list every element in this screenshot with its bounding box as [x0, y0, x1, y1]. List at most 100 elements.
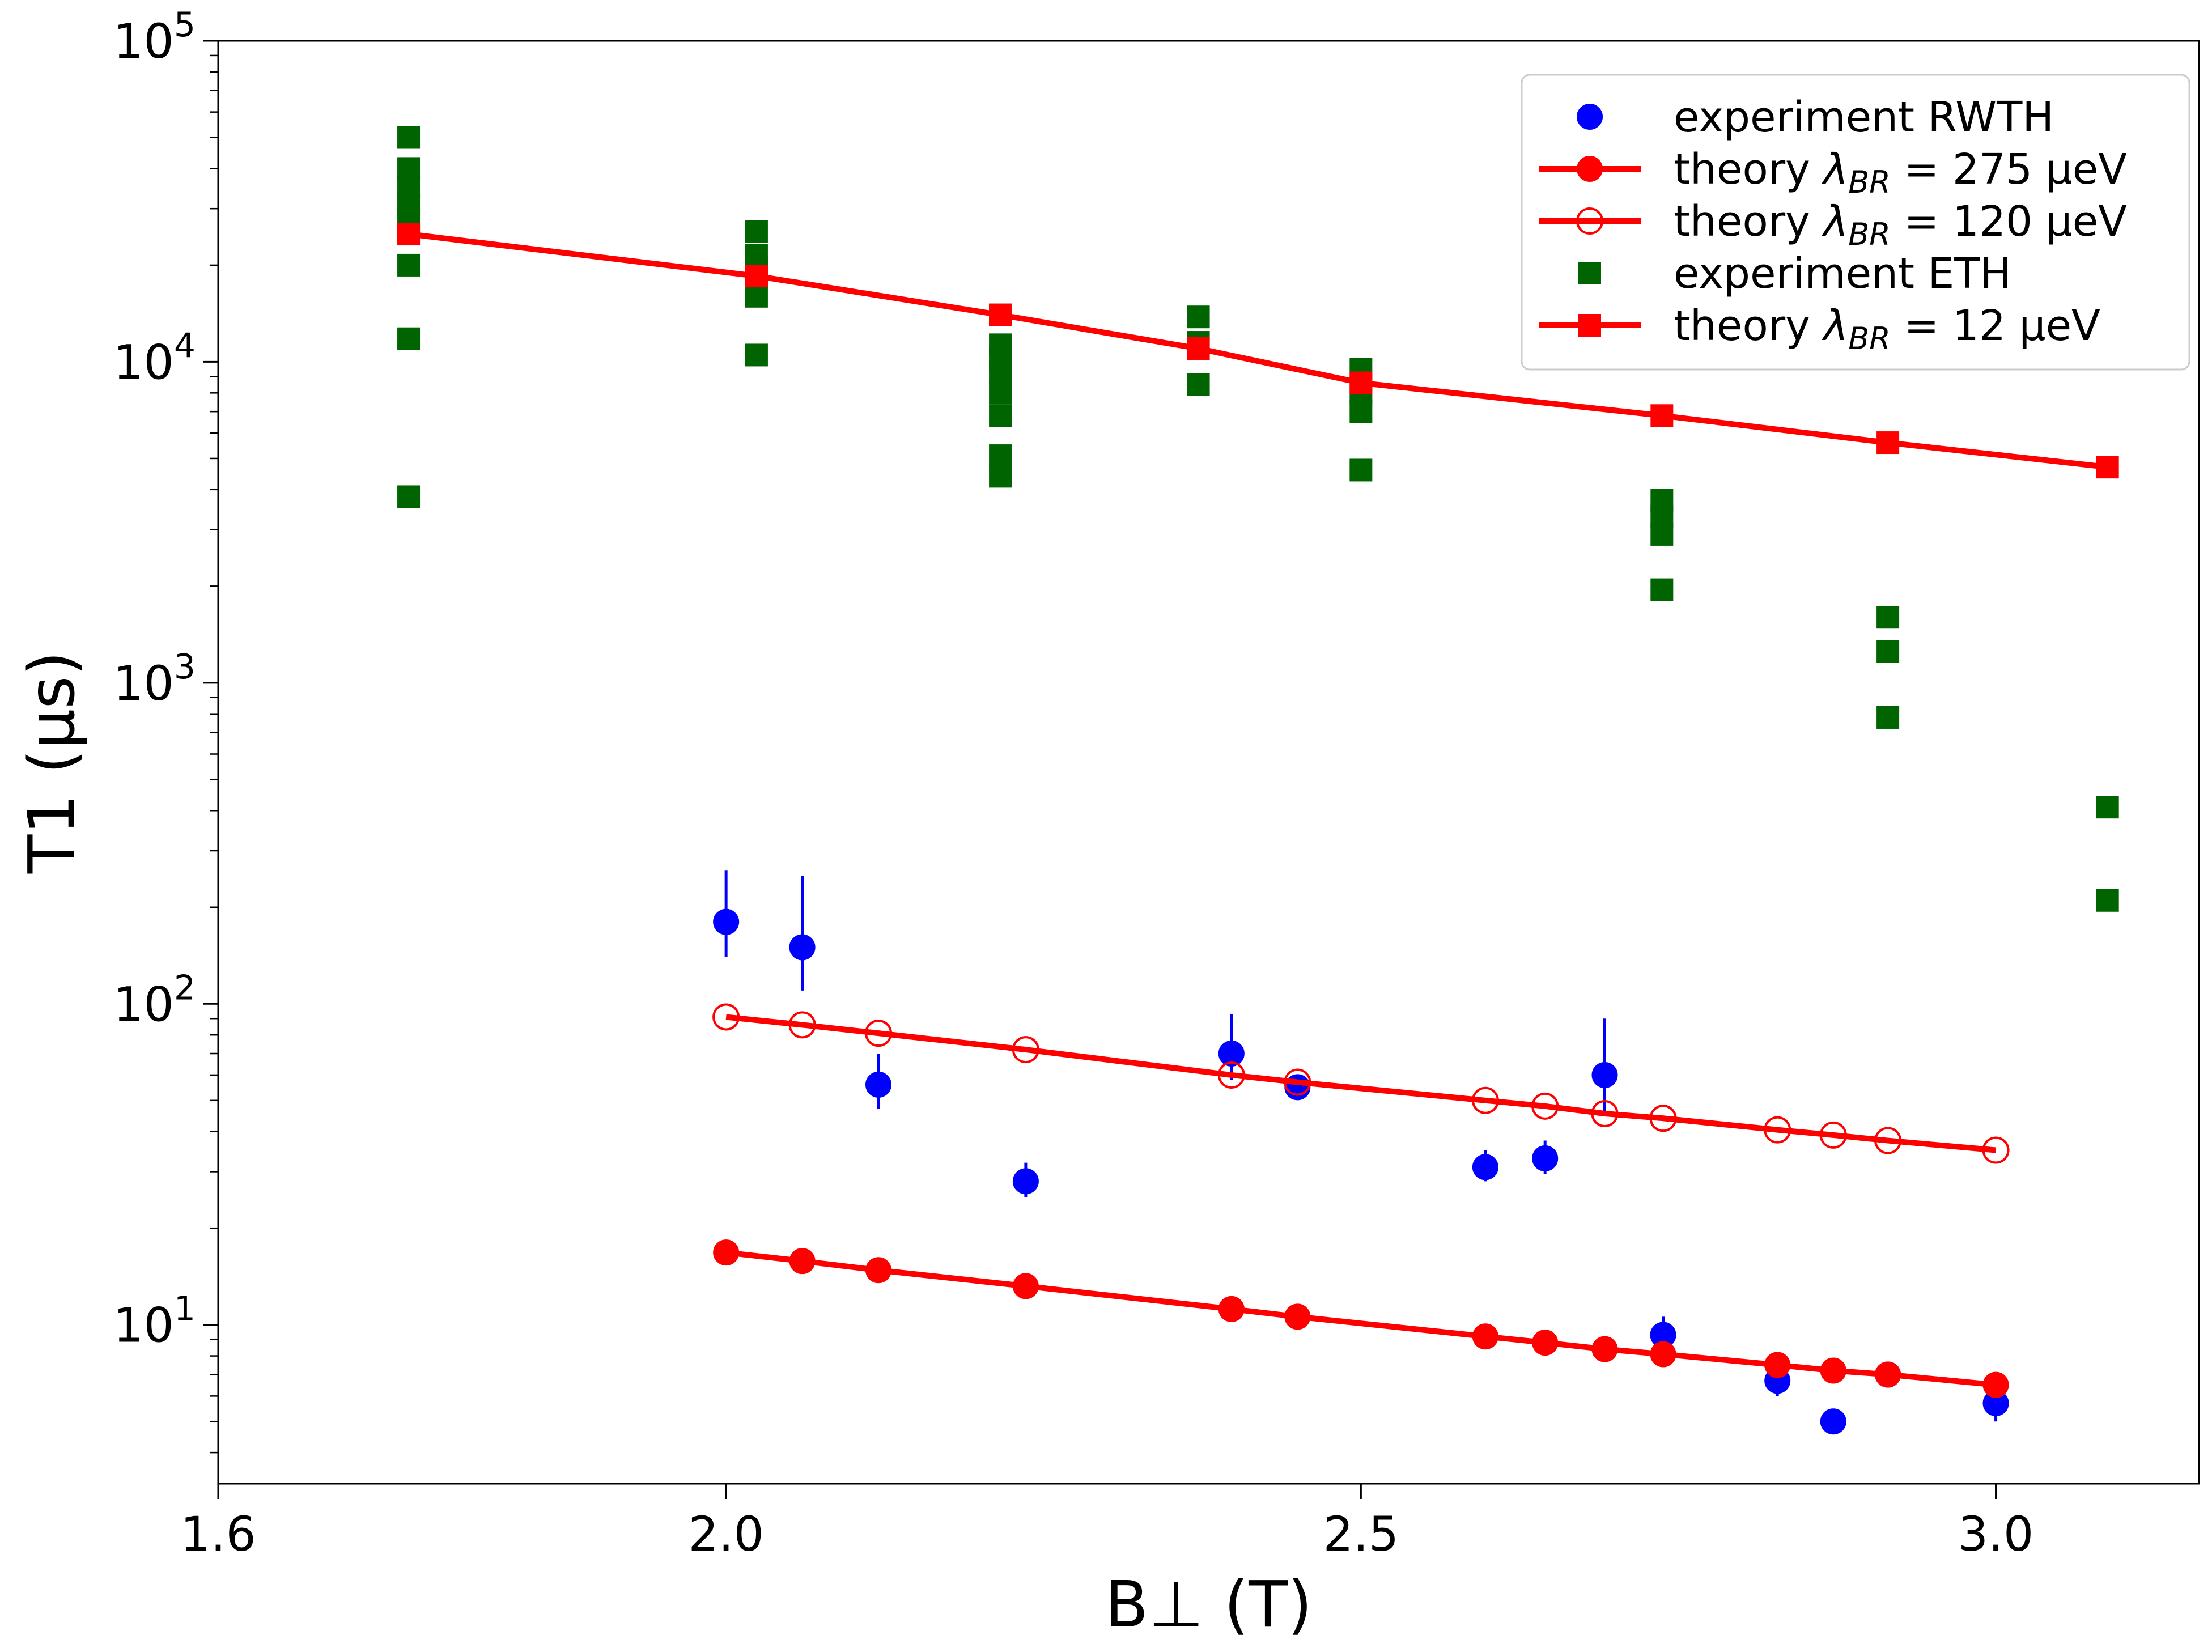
legend-marker [1577, 104, 1603, 130]
data-point [1764, 1352, 1791, 1378]
data-point [1531, 1092, 1559, 1120]
y-tick-label: 105 [113, 5, 196, 69]
legend-marker [1578, 314, 1601, 337]
tick-labels: 101 102 103 104 105 1.6 2.0 2.5 3.0 [113, 5, 2033, 1562]
data-point [1876, 431, 1900, 455]
legend-entry: theory λBR = 120 μeV [1539, 197, 2127, 252]
axis-ticks [203, 40, 1997, 1499]
data-point [397, 126, 421, 149]
legend-entry: theory λBR = 12 μeV [1539, 301, 2100, 356]
x-tick-label: 1.6 [180, 1506, 256, 1562]
data-point [713, 1239, 740, 1266]
y-minor-ticks [210, 54, 218, 1454]
axis-titles: B⊥ (T) T1 (μs) [15, 651, 1312, 1642]
legend-label: experiment RWTH [1674, 93, 2054, 142]
legend-box [1521, 74, 2190, 371]
data-point [397, 327, 421, 350]
x-tick-label: 2.5 [1323, 1506, 1399, 1562]
legend-entry: experiment ETH [1578, 249, 2011, 298]
x-tick-label: 3.0 [1958, 1506, 2034, 1562]
y-tick-label: 104 [113, 326, 196, 390]
data-point [397, 485, 421, 508]
data-point [989, 404, 1012, 427]
legend-label: theory λBR = 275 μeV [1674, 145, 2127, 200]
data-point [989, 381, 1012, 405]
data-point [989, 303, 1012, 326]
data-point [712, 1003, 740, 1031]
series-line [408, 231, 2108, 470]
data-point [745, 343, 768, 367]
data-point [1876, 606, 1900, 629]
data-point [1591, 1061, 1618, 1088]
data-point [1218, 1041, 1245, 1067]
data-point [865, 1020, 892, 1047]
data-point [1650, 578, 1674, 601]
data-point [1982, 1371, 2009, 1398]
data-point [865, 1071, 891, 1098]
data-point [397, 253, 421, 277]
data-point [1187, 337, 1210, 360]
y-axis-title: T1 (μs) [15, 651, 89, 874]
data-point [1472, 1154, 1498, 1180]
legend-marker [1578, 262, 1601, 284]
data-point [789, 934, 816, 961]
data-point [1471, 1086, 1499, 1114]
series-1 [713, 1239, 2009, 1398]
data-point [1012, 1168, 1039, 1195]
y-tick-label: 103 [113, 647, 196, 711]
legend-marker [1577, 156, 1603, 182]
data-point [1218, 1296, 1245, 1322]
data-point [1650, 404, 1674, 427]
data-point [789, 1248, 816, 1275]
data-point [989, 465, 1012, 488]
series-3 [397, 126, 2119, 912]
data-point [1591, 1099, 1619, 1127]
series-4 [397, 223, 2119, 479]
data-point [745, 265, 768, 288]
x-tick-label: 2.0 [688, 1506, 764, 1562]
legend-entry: experiment RWTH [1577, 93, 2054, 142]
data-point [1349, 371, 1373, 394]
legend-label: experiment ETH [1674, 249, 2011, 298]
legend-entry: theory λBR = 275 μeV [1539, 145, 2127, 200]
data-point [989, 444, 1012, 468]
plot-area [397, 126, 2119, 1435]
data-point [1187, 305, 1210, 329]
data-point [1649, 1105, 1677, 1132]
data-point [1875, 1361, 1901, 1388]
data-point [788, 1011, 816, 1039]
legend-label: theory λBR = 12 μeV [1674, 301, 2100, 356]
series-line [725, 1014, 1996, 1153]
data-point [713, 908, 740, 935]
data-point [1284, 1068, 1311, 1096]
data-point [1349, 400, 1373, 423]
data-point [1650, 523, 1674, 546]
data-point [1012, 1036, 1039, 1064]
data-point [1982, 1136, 2010, 1164]
data-point [1819, 1121, 1847, 1149]
data-point [1876, 640, 1900, 663]
legend-label: theory λBR = 120 μeV [1674, 197, 2127, 252]
series-0 [713, 870, 2009, 1435]
data-point [1876, 706, 1900, 729]
data-point [1349, 458, 1373, 482]
data-point [397, 223, 421, 246]
data-point [1532, 1145, 1559, 1172]
plot-frame [217, 40, 2200, 1485]
data-point [1764, 1116, 1791, 1144]
x-axis-title: B⊥ (T) [1105, 1568, 1313, 1642]
data-point [1591, 1336, 1618, 1362]
data-point [1012, 1273, 1039, 1299]
data-point [1532, 1330, 1559, 1356]
data-point [1217, 1061, 1245, 1089]
data-point [745, 220, 768, 243]
data-point [989, 347, 1012, 371]
data-point [1284, 1303, 1311, 1330]
data-point [1472, 1323, 1498, 1350]
data-point [1650, 1341, 1676, 1368]
data-point [1820, 1357, 1846, 1384]
data-point [745, 284, 768, 308]
data-point [1874, 1127, 1902, 1154]
